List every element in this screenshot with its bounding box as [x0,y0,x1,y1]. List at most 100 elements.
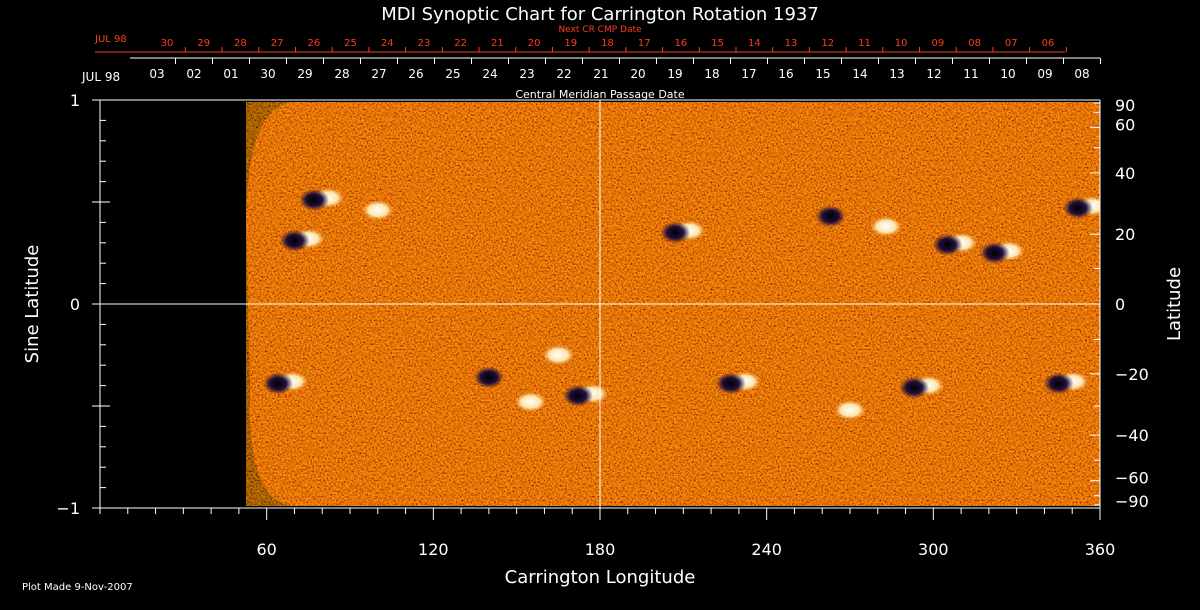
negative-flux [263,372,294,395]
x-tick-label: 300 [918,540,949,559]
next-cr-date-label: 17 [638,38,651,49]
next-cr-date-label: 16 [675,38,688,49]
next-cr-date-label: 23 [418,38,431,49]
y-right-tick-label: −60 [1115,469,1149,488]
y-right-tick-label: 0 [1115,295,1125,314]
active-region [660,220,706,244]
cmp-date-label: 21 [593,67,608,81]
cmp-axis-label: Central Meridian Passage Date [515,88,684,101]
negative-flux [1043,372,1074,395]
cmp-date-label: 29 [297,67,312,81]
cmp-date-label: 11 [963,67,978,81]
chart-title: MDI Synoptic Chart for Carrington Rotati… [381,4,819,25]
y-right-tick-label: 90 [1115,96,1135,115]
y-axis-left-title: Sine Latitude [22,245,43,364]
x-tick-label: 360 [1085,540,1116,559]
cmp-date-label: 23 [519,67,534,81]
next-cr-date-label: 08 [968,38,981,49]
cmp-date-label: 18 [704,67,719,81]
negative-flux [932,233,963,256]
positive-flux [514,391,547,412]
negative-flux [715,372,746,395]
positive-flux [361,200,394,221]
next-cr-date-label: 29 [197,38,210,49]
active-region [542,345,575,365]
y-right-tick-label: 20 [1115,225,1135,244]
cmp-date-label: 03 [149,67,164,81]
y-right-tick-label: −20 [1115,365,1149,384]
cmp-date-label: 13 [889,67,904,81]
cmp-date-label: 16 [778,67,793,81]
cmp-date-label: 19 [667,67,682,81]
next-cr-date-label: 28 [234,38,247,49]
cmp-date-label: 26 [408,67,423,81]
active-region [815,205,846,228]
cmp-date-label: 20 [630,67,645,81]
cmp-date-label: 27 [371,67,386,81]
negative-flux [899,376,930,399]
cmp-date-label: 08 [1074,67,1089,81]
next-cr-date-label: 20 [528,38,541,49]
x-axis-title: Carrington Longitude [505,567,696,588]
next-cr-date-label: 22 [454,38,467,49]
next-cr-date-label: 24 [381,38,394,49]
active-region [473,366,504,389]
cmp-date-label: 02 [186,67,201,81]
active-region [514,391,547,412]
cmp-date-label: 30 [260,67,275,81]
next-cr-date-label: 14 [748,38,761,49]
x-tick-label: 180 [585,540,616,559]
y-right-tick-label: −40 [1115,426,1149,445]
cmp-date-label: 12 [926,67,941,81]
active-regions [263,187,1100,421]
next-cr-date-label: 26 [307,38,320,49]
next-cr-date-label: 11 [858,38,871,49]
cmp-date-label: 15 [815,67,830,81]
next-cr-label: Next CR CMP Date [558,25,642,35]
cmp-date-label: 09 [1037,67,1052,81]
next-cr-date-label: 07 [1005,38,1018,49]
negative-flux [1063,197,1094,220]
active-region [870,216,903,237]
y-right-tick-label: 60 [1115,115,1135,134]
negative-flux [279,229,310,252]
y-axis-right-title: Latitude [1164,267,1185,341]
cmp-date-label: 17 [741,67,756,81]
cmp-date-label: 24 [482,67,497,81]
next-cr-date-label: 27 [271,38,284,49]
next-cr-date-label: 09 [932,38,945,49]
cmp-date-label: 22 [556,67,571,81]
next-cr-date-label: 13 [785,38,798,49]
y-left-tick-label: 1 [70,91,80,110]
active-region [899,375,945,399]
negative-flux [563,384,594,407]
negative-flux [473,366,504,389]
next-cr-date-label: 15 [711,38,724,49]
next-cr-date-label: 21 [491,38,504,49]
next-cr-date-label: 18 [601,38,614,49]
active-region [263,371,309,395]
next-cr-date-label: 06 [1042,38,1055,49]
x-tick-label: 240 [751,540,782,559]
y-axis-left: 1 0 −1 [56,91,110,518]
active-region [979,240,1025,264]
negative-flux [299,188,330,211]
positive-flux [870,216,903,237]
next-cr-date-label: 30 [161,38,174,49]
x-tick-label: 120 [418,540,449,559]
next-cr-month: JUL 98 [94,34,127,45]
next-cr-date-label: 12 [821,38,834,49]
cmp-date-label: 01 [223,67,238,81]
plot-made-note: Plot Made 9-Nov-2007 [22,582,133,593]
cmp-date-label: 14 [852,67,867,81]
y-right-tick-label: −90 [1115,492,1149,511]
y-left-tick-label: −1 [56,499,80,518]
active-region [1043,371,1089,395]
x-tick-label: 60 [256,540,276,559]
active-region [299,187,345,211]
active-region [361,200,394,221]
cmp-month: JUL 98 [81,70,120,84]
active-region [1063,196,1100,220]
